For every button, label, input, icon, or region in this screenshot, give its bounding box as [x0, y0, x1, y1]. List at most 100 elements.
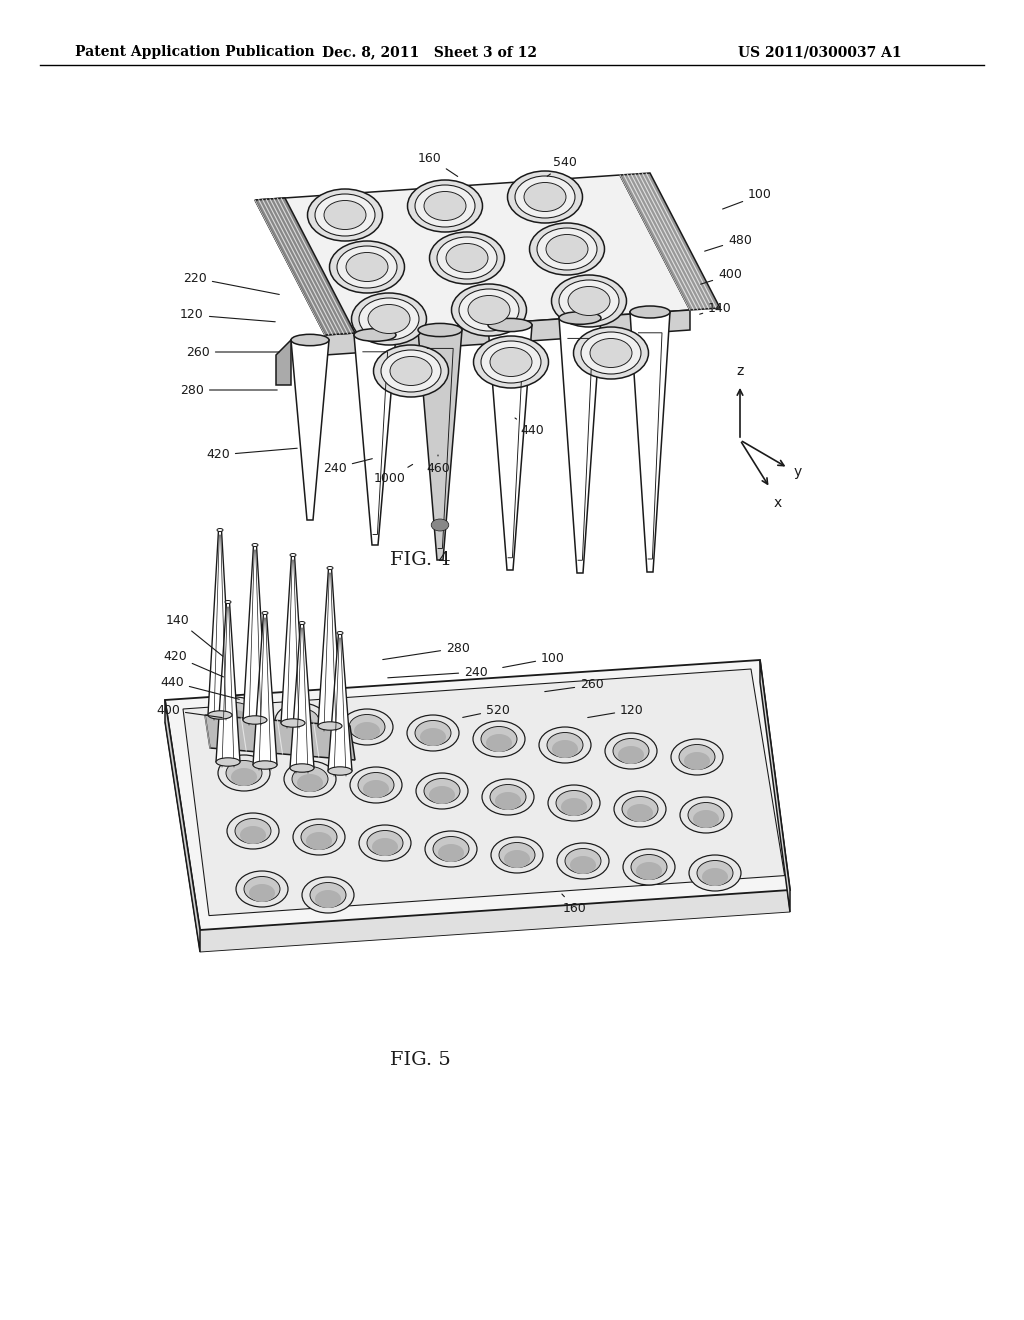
Polygon shape: [318, 568, 342, 726]
Ellipse shape: [416, 774, 468, 809]
Ellipse shape: [429, 785, 455, 804]
Ellipse shape: [244, 876, 280, 902]
Ellipse shape: [425, 832, 477, 867]
Ellipse shape: [354, 329, 396, 342]
Ellipse shape: [433, 837, 469, 862]
Ellipse shape: [262, 611, 268, 615]
Ellipse shape: [415, 185, 475, 227]
Ellipse shape: [590, 338, 632, 367]
Ellipse shape: [623, 849, 675, 884]
Ellipse shape: [688, 803, 724, 828]
Ellipse shape: [249, 884, 275, 902]
Text: 280: 280: [383, 642, 470, 660]
Ellipse shape: [679, 744, 715, 770]
Ellipse shape: [208, 710, 232, 719]
Ellipse shape: [315, 194, 375, 236]
Ellipse shape: [290, 553, 296, 557]
Ellipse shape: [613, 738, 649, 763]
Ellipse shape: [310, 883, 346, 908]
Ellipse shape: [627, 804, 653, 822]
Ellipse shape: [438, 843, 464, 862]
Text: 520: 520: [463, 704, 510, 718]
Text: 260: 260: [186, 346, 280, 359]
Text: 220: 220: [183, 272, 280, 294]
Polygon shape: [760, 660, 790, 912]
Ellipse shape: [418, 323, 462, 337]
Text: 480: 480: [705, 234, 752, 251]
Polygon shape: [488, 325, 532, 570]
Polygon shape: [354, 335, 396, 545]
Text: z: z: [736, 364, 743, 378]
Ellipse shape: [302, 876, 354, 913]
Ellipse shape: [374, 345, 449, 397]
Text: 140: 140: [699, 301, 732, 314]
Ellipse shape: [486, 734, 512, 752]
Ellipse shape: [568, 286, 610, 315]
Ellipse shape: [515, 176, 575, 218]
Ellipse shape: [292, 767, 328, 792]
Text: Patent Application Publication: Patent Application Publication: [75, 45, 314, 59]
Ellipse shape: [689, 855, 741, 891]
Ellipse shape: [284, 762, 336, 797]
Ellipse shape: [218, 755, 270, 791]
Polygon shape: [276, 341, 291, 385]
Ellipse shape: [524, 182, 566, 211]
Polygon shape: [281, 554, 305, 723]
Ellipse shape: [529, 223, 604, 275]
Ellipse shape: [381, 350, 441, 392]
Ellipse shape: [240, 826, 266, 843]
Polygon shape: [255, 198, 355, 335]
Ellipse shape: [446, 243, 488, 272]
Ellipse shape: [234, 818, 271, 843]
Ellipse shape: [354, 722, 380, 741]
Ellipse shape: [281, 719, 305, 727]
Text: 540: 540: [547, 157, 577, 177]
Ellipse shape: [468, 296, 510, 325]
Ellipse shape: [330, 242, 404, 293]
Ellipse shape: [437, 238, 497, 279]
Ellipse shape: [431, 519, 449, 531]
Ellipse shape: [697, 861, 733, 886]
Ellipse shape: [324, 201, 366, 230]
Ellipse shape: [252, 544, 258, 546]
Ellipse shape: [243, 715, 267, 725]
Ellipse shape: [368, 305, 410, 334]
Ellipse shape: [358, 772, 394, 797]
Ellipse shape: [473, 337, 549, 388]
Ellipse shape: [288, 715, 314, 734]
Text: 460: 460: [426, 455, 450, 474]
Polygon shape: [216, 602, 240, 762]
Ellipse shape: [372, 838, 398, 855]
Ellipse shape: [618, 746, 644, 764]
Ellipse shape: [488, 318, 532, 331]
Text: 1000: 1000: [374, 465, 413, 484]
Ellipse shape: [318, 722, 342, 730]
Text: 100: 100: [723, 189, 772, 209]
Ellipse shape: [548, 785, 600, 821]
Ellipse shape: [216, 758, 240, 766]
Text: 160: 160: [418, 152, 458, 177]
Ellipse shape: [299, 622, 305, 624]
Ellipse shape: [630, 306, 670, 318]
Text: 120: 120: [180, 309, 275, 322]
Ellipse shape: [473, 721, 525, 756]
Ellipse shape: [539, 727, 591, 763]
Text: 160: 160: [562, 894, 587, 915]
Ellipse shape: [293, 818, 345, 855]
Polygon shape: [328, 634, 352, 771]
Polygon shape: [165, 700, 200, 952]
Ellipse shape: [307, 189, 383, 242]
Ellipse shape: [290, 764, 314, 772]
Ellipse shape: [407, 715, 459, 751]
Text: 240: 240: [388, 665, 487, 678]
Ellipse shape: [327, 566, 333, 569]
Ellipse shape: [702, 869, 728, 886]
Text: 260: 260: [545, 678, 604, 692]
Polygon shape: [243, 545, 267, 719]
Text: 240: 240: [324, 458, 373, 474]
Ellipse shape: [693, 810, 719, 828]
Ellipse shape: [301, 825, 337, 850]
Ellipse shape: [390, 356, 432, 385]
Ellipse shape: [351, 293, 427, 345]
Ellipse shape: [231, 768, 257, 785]
